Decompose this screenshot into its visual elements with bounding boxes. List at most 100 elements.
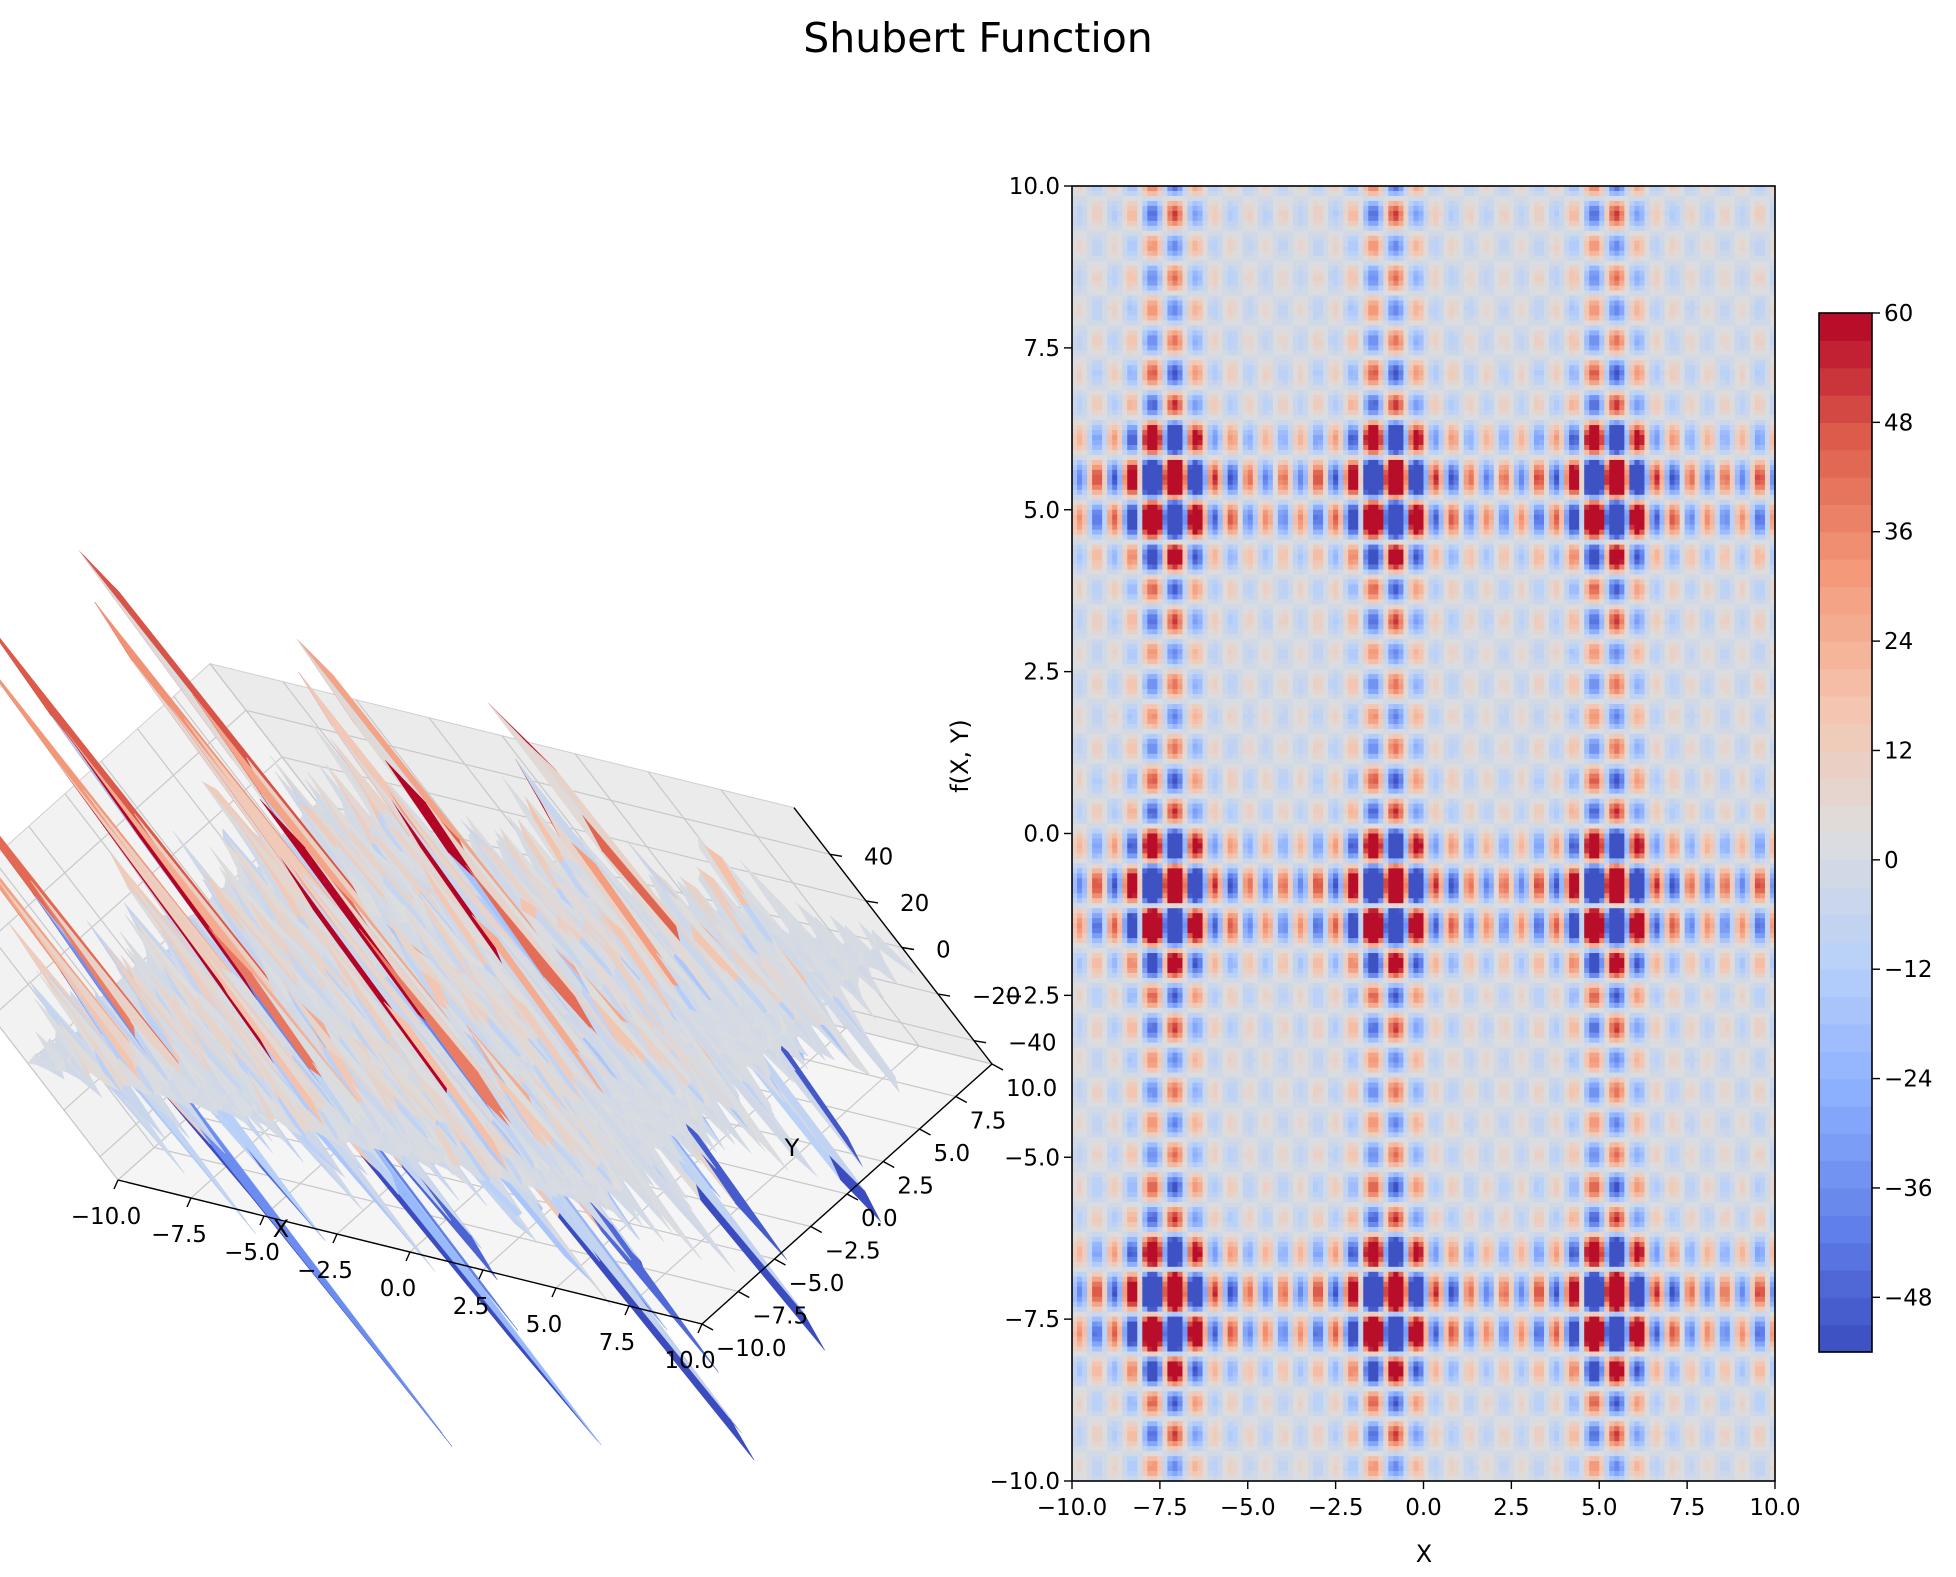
contour-cell [1378,196,1384,202]
contour-cell [1087,186,1093,192]
contour-cell [1403,191,1409,197]
contour-cell [1574,201,1580,207]
contour-cell [1675,191,1681,197]
contour-cell [1298,206,1304,212]
contour-cell [1624,191,1630,197]
contour-cell [1745,201,1751,207]
contour-cell [1253,196,1259,202]
contour-cell [1353,201,1359,207]
contour-cell [1228,186,1234,192]
contour-cell [1117,196,1123,202]
contour-cell [1549,196,1555,202]
contour-cell [1318,191,1324,197]
surface-y-tick [738,1292,749,1298]
contour-cell [1609,201,1615,207]
contour-cell [1665,201,1671,207]
contour-cell [1690,196,1696,202]
contour-cell [1474,191,1480,197]
contour-cell [1494,196,1500,202]
contour-cell [1539,191,1545,197]
contour-cell [1182,191,1188,197]
contour-cell [1660,191,1666,197]
contour-cell [1368,206,1374,212]
contour-cell [1529,191,1535,197]
contour-cell [1398,186,1404,192]
contour-cell [1122,206,1128,212]
surface-y-tick-label: −10.0 [716,1336,786,1362]
contour-cell [1720,196,1726,202]
surface-x-axis-label: X [273,1215,289,1243]
contour-cell [1283,201,1289,207]
contour-cell [1238,196,1244,202]
contour-cell [1755,196,1761,202]
contour-cell [1288,186,1294,192]
contour-cell [1594,201,1600,207]
contour-cell [1479,186,1485,192]
contour-cell [1544,186,1550,192]
contour-cell [1634,186,1640,192]
contour-cell [1388,196,1394,202]
contour-cell [1569,186,1575,192]
contour-cell [1604,191,1610,197]
contour-cell [1288,191,1294,197]
contour-cell [1358,196,1364,202]
contour-cell [1348,201,1354,207]
contour-cell [1494,201,1500,207]
contour-cell [1750,201,1756,207]
contour-cell [1323,196,1329,202]
contour-cell [1454,186,1460,192]
contour-cell [1429,191,1435,197]
surface-x-tick [406,1252,410,1261]
contour-cell [1760,186,1766,192]
contour-cell [1248,186,1254,192]
contour-cell [1509,196,1515,202]
contour-cell [1705,201,1711,207]
contour-cell [1654,201,1660,207]
contour-cell [1554,186,1560,192]
contour-cell [1730,186,1736,192]
contour-cell [1142,206,1148,212]
contour-cell [1710,196,1716,202]
contour-cell [1238,201,1244,207]
contour-cell [1514,186,1520,192]
contour-cell [1258,201,1264,207]
contour-cell [1680,186,1686,192]
contour-cell [1388,191,1394,197]
contour-cell [1223,191,1229,197]
contour-cell [1654,191,1660,197]
contour-cell [1489,201,1495,207]
contour-cell [1182,196,1188,202]
contour-cell [1308,201,1314,207]
contour-cell [1087,206,1093,212]
contour-cell [1408,206,1414,212]
contour-cell [1102,206,1108,212]
contour-cell [1494,191,1500,197]
contour-cell [1203,206,1209,212]
contour-cell [1288,196,1294,202]
contour-cell [1162,201,1168,207]
contour-cell [1167,191,1173,197]
contour-cell [1303,186,1309,192]
contour-cell [1313,201,1319,207]
surface-x-tick [260,1216,264,1225]
contour-cell [1534,191,1540,197]
contour-cell [1634,191,1640,197]
contour-cell [1258,206,1264,212]
contour-cell [1072,206,1078,212]
contour-cell [1614,201,1620,207]
contour-cell [1383,206,1389,212]
surface-y-tick-label: 2.5 [897,1174,934,1200]
contour-cell [1288,206,1294,212]
contour-cell [1469,201,1475,207]
contour-cell [1253,191,1259,197]
contour-cell [1569,191,1575,197]
contour-cell [1142,191,1148,197]
contour-cell [1303,201,1309,207]
contour-cell [1740,191,1746,197]
contour-cell [1624,186,1630,192]
contour-cell [1263,196,1269,202]
contour-cell [1122,201,1128,207]
contour-cell [1680,196,1686,202]
surface-x-tick [114,1180,118,1189]
